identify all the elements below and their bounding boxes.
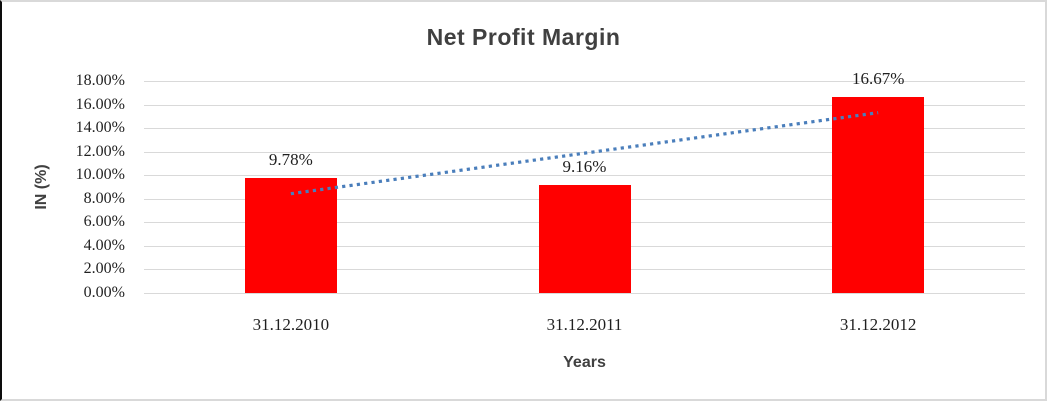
y-tick-label: 0.00%: [83, 284, 125, 301]
x-axis-title: Years: [563, 354, 606, 371]
y-tick-label: 18.00%: [75, 72, 125, 89]
gridline: [144, 104, 1025, 106]
bar-value-label: 9.78%: [268, 149, 313, 169]
bar: [538, 185, 631, 293]
y-tick-label: 2.00%: [83, 260, 125, 278]
bar: [832, 96, 925, 293]
chart-title: Net Profit Margin: [426, 24, 621, 50]
y-tick-label: 10.00%: [75, 166, 125, 184]
y-tick-label: 14.00%: [75, 119, 125, 137]
bar-value-label: 9.16%: [562, 157, 607, 177]
gridline: [144, 175, 1025, 177]
y-tick-label: 8.00%: [83, 189, 125, 207]
gridline: [144, 128, 1025, 130]
gridline: [144, 293, 1025, 294]
y-tick-label: 6.00%: [83, 213, 125, 231]
y-tick-label: 16.00%: [75, 95, 125, 113]
bar-value-label: 16.67%: [851, 68, 905, 88]
y-tick-label: 12.00%: [75, 142, 125, 160]
x-tick-label: 31.12.2012: [839, 315, 917, 334]
bar: [244, 177, 337, 293]
x-tick-label: 31.12.2011: [546, 315, 623, 334]
gridline: [144, 81, 1025, 82]
y-tick-label: 4.00%: [83, 236, 125, 254]
x-tick-label: 31.12.2010: [252, 315, 330, 334]
trendline-path: [290, 111, 879, 196]
